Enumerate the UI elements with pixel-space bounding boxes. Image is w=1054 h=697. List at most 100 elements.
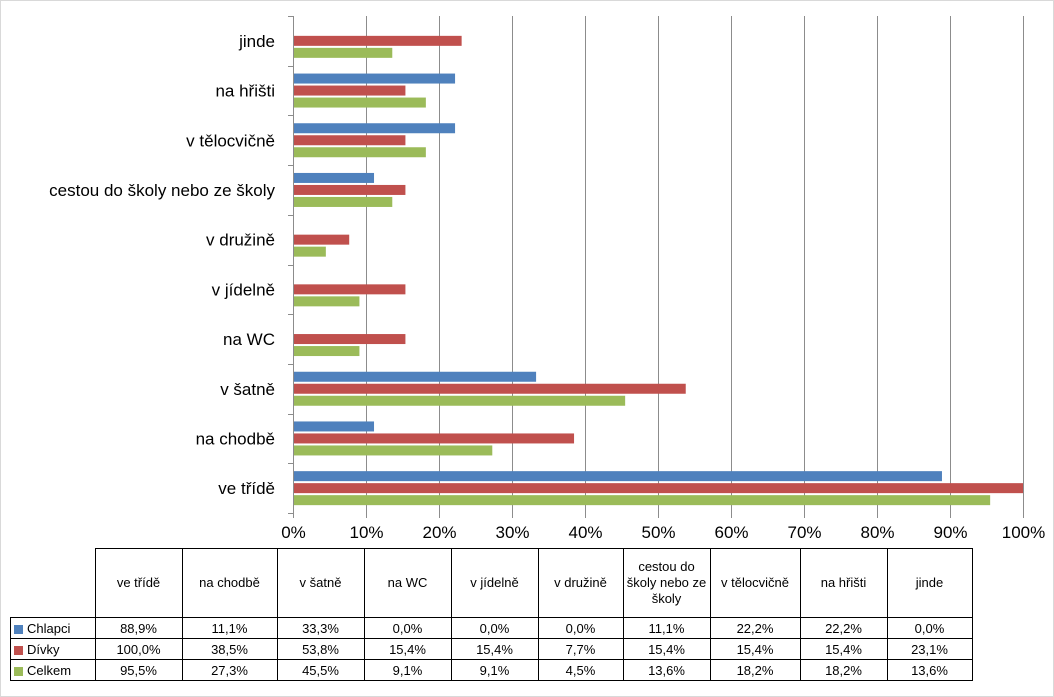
bar <box>294 284 406 295</box>
table-cell: 15,4% <box>799 638 888 660</box>
data-table: ve třídě na chodbě v šatně na WC v jídelně v … <box>10 548 973 681</box>
table-cell: 11,1% <box>622 617 711 639</box>
bar <box>294 383 686 394</box>
x-tick-label: 50% <box>641 523 675 542</box>
table-row: Dívky 100,0% 38,5% 53,8% 15,4% 15,4% 7,7% 15,4%… <box>10 638 973 660</box>
category-label: na hřišti <box>215 82 275 101</box>
bar <box>294 445 493 456</box>
table-cell: 100,0% <box>94 638 183 660</box>
category-label: v šatně <box>220 380 275 399</box>
table-column-header: ve třídě <box>94 548 183 618</box>
x-tick-label: 90% <box>933 523 967 542</box>
table-cell: 33,3% <box>276 617 365 639</box>
table-corner <box>10 548 96 618</box>
bar <box>294 196 393 207</box>
legend-entry: Chlapci <box>10 617 96 639</box>
table-column-header: na chodbě <box>181 548 278 618</box>
table-cell: 7,7% <box>537 638 624 660</box>
legend-key <box>14 624 23 634</box>
table-cell: 88,9% <box>94 617 183 639</box>
category-label: na chodbě <box>196 429 275 448</box>
category-label: v tělocvičně <box>186 131 275 150</box>
bar <box>294 47 393 58</box>
bar <box>294 495 991 506</box>
table-cell: 0,0% <box>363 617 452 639</box>
category-label: ve třídě <box>218 479 275 498</box>
table-column-header: na WC <box>363 548 452 618</box>
table-column-header: v jídelně <box>450 548 539 618</box>
bar <box>294 246 326 257</box>
bar-chart: 0% 10% 20% 30% 40% 50% 60% 70% 80% 90% 100% ve tříd… <box>49 16 1045 542</box>
table-cell: 22,2% <box>799 617 888 639</box>
bar <box>294 234 350 245</box>
bar <box>294 123 456 134</box>
x-tick-label: 60% <box>714 523 748 542</box>
table-row: Celkem 95,5% 27,3% 45,5% 9,1% 9,1% 4,5% 13,6% 18… <box>10 659 973 681</box>
series-name: Dívky <box>27 641 60 657</box>
category-label: jinde <box>238 32 275 51</box>
x-tick-label: 40% <box>568 523 602 542</box>
table-cell: 4,5% <box>537 659 624 681</box>
table-cell: 15,4% <box>363 638 452 660</box>
bar <box>294 172 375 183</box>
bar <box>294 346 360 357</box>
table-cell: 45,5% <box>276 659 365 681</box>
bar <box>294 483 1023 494</box>
x-tick-label: 80% <box>860 523 894 542</box>
table-cell: 27,3% <box>181 659 278 681</box>
legend-entry: Celkem <box>10 659 96 681</box>
bar <box>294 73 456 84</box>
bar <box>294 85 406 96</box>
x-tick-label: 70% <box>787 523 821 542</box>
table-cell: 18,2% <box>799 659 888 681</box>
series-name: Chlapci <box>27 620 71 636</box>
table-cell: 9,1% <box>363 659 452 681</box>
category-label: na WC <box>223 330 275 349</box>
legend-key <box>14 666 23 676</box>
table-cell: 95,5% <box>94 659 183 681</box>
table-cell: 13,6% <box>886 659 973 681</box>
bar <box>294 184 406 195</box>
table-column-header: v družině <box>537 548 624 618</box>
table-cell: 23,1% <box>886 638 973 660</box>
bar <box>294 433 575 444</box>
bar <box>294 97 426 108</box>
table-cell: 9,1% <box>450 659 539 681</box>
category-label: v družině <box>206 231 275 250</box>
bar <box>294 471 942 482</box>
series-name: Celkem <box>27 662 72 678</box>
category-label: cestou do školy nebo ze školy <box>49 181 275 200</box>
table-cell: 0,0% <box>450 617 539 639</box>
table-cell: 38,5% <box>181 638 278 660</box>
bar <box>294 395 626 406</box>
table-cell: 15,4% <box>709 638 801 660</box>
x-tick-label: 0% <box>281 523 306 542</box>
x-tick-label: 30% <box>495 523 529 542</box>
table-column-header: cestou do školy nebo ze školy <box>622 548 711 618</box>
table-column-header: v tělocvičně <box>709 548 801 618</box>
table-cell: 15,4% <box>622 638 711 660</box>
table-cell: 53,8% <box>276 638 365 660</box>
bar <box>294 296 360 307</box>
bar <box>294 135 406 146</box>
table-cell: 0,0% <box>886 617 973 639</box>
x-tick-label: 10% <box>349 523 383 542</box>
table-column-header: jinde <box>886 548 973 618</box>
table-column-header: v šatně <box>276 548 365 618</box>
bar <box>294 371 537 382</box>
table-cell: 13,6% <box>622 659 711 681</box>
table-cell: 11,1% <box>181 617 278 639</box>
bar <box>294 35 462 46</box>
table-cell: 0,0% <box>537 617 624 639</box>
bar <box>294 147 426 158</box>
x-tick-label: 20% <box>422 523 456 542</box>
table-column-header: na hřišti <box>799 548 888 618</box>
category-label: v jídelně <box>212 280 275 299</box>
table-cell: 15,4% <box>450 638 539 660</box>
table-cell: 22,2% <box>709 617 801 639</box>
bar <box>294 334 406 345</box>
x-tick-label: 100% <box>1002 523 1045 542</box>
legend-key <box>14 645 23 655</box>
bar <box>294 421 375 432</box>
